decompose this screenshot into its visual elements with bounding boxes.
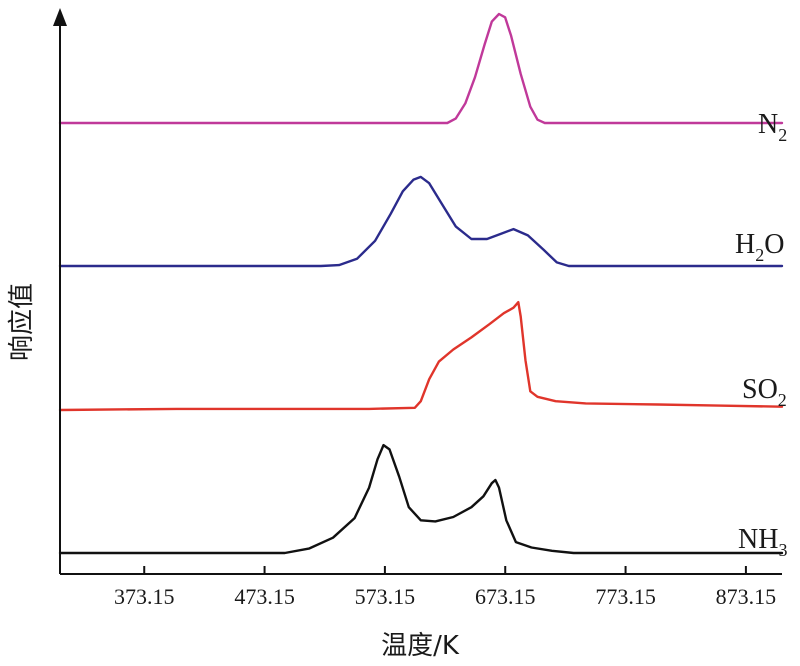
x-tick-label: 673.15 <box>475 584 536 609</box>
series-line-h2o <box>58 175 784 268</box>
series-label-nh3: NH3 <box>738 524 787 560</box>
y-axis-label: 响应值 <box>7 283 37 361</box>
series-line-n2 <box>58 12 784 125</box>
axes <box>53 8 782 575</box>
x-tick-label: 373.15 <box>114 584 175 609</box>
series-label-so2: SO2 <box>742 374 787 410</box>
x-ticks: 373.15 473.15 573.15 673.15 773.15 873.15 <box>114 566 776 609</box>
x-axis-label: 温度/K <box>381 631 460 661</box>
series-label-h2o: H2O <box>735 229 784 265</box>
x-tick-label: 873.15 <box>716 584 777 609</box>
series-labels: N2 H2O SO2 NH3 <box>735 109 787 560</box>
plot-area <box>58 12 784 555</box>
x-tick-label: 473.15 <box>234 584 295 609</box>
y-axis-arrow <box>53 8 67 26</box>
x-tick-label: 573.15 <box>355 584 416 609</box>
series-line-nh3 <box>58 443 784 555</box>
series-label-n2: N2 <box>758 109 787 145</box>
series-line-so2 <box>58 301 784 412</box>
x-tick-label: 773.15 <box>595 584 656 609</box>
